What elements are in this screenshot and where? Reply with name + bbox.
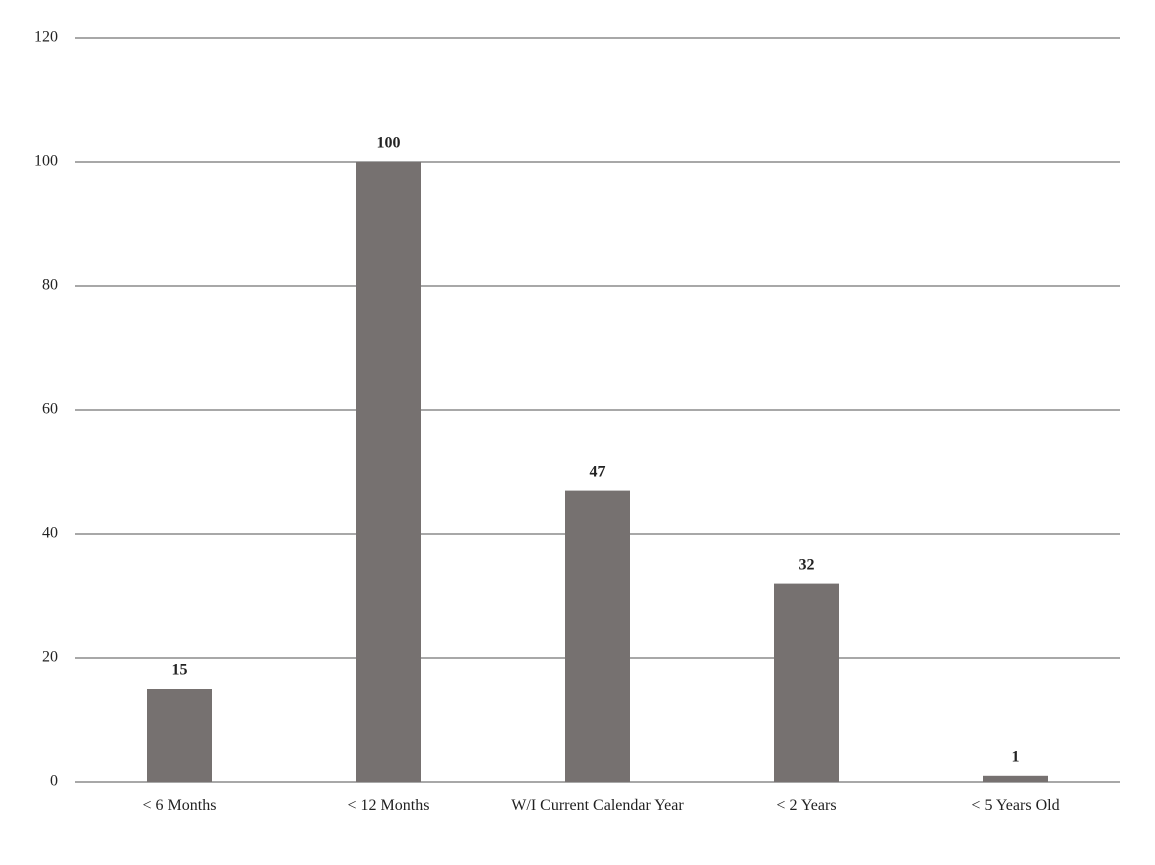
bar [356,162,421,782]
y-tick-label: 100 [34,153,58,170]
y-tick-label: 80 [42,277,58,294]
bar [147,689,212,782]
value-label: 100 [377,135,401,152]
y-tick-label: 60 [42,401,58,418]
x-tick-label: < 5 Years Old [971,797,1060,814]
value-label: 15 [172,662,188,679]
value-label: 32 [799,556,815,573]
x-tick-label: < 12 Months [347,797,430,814]
value-label: 47 [590,463,606,480]
bar [983,775,1048,782]
x-tick-label: < 2 Years [776,797,837,814]
y-tick-label: 0 [50,773,58,790]
bar [565,490,630,782]
y-tick-label: 20 [42,649,58,666]
value-label: 1 [1012,748,1020,765]
bar [774,583,839,782]
y-tick-label: 40 [42,525,58,542]
y-tick-label: 120 [34,29,58,46]
x-tick-label: W/I Current Calendar Year [511,797,684,814]
x-tick-label: < 6 Months [142,797,217,814]
